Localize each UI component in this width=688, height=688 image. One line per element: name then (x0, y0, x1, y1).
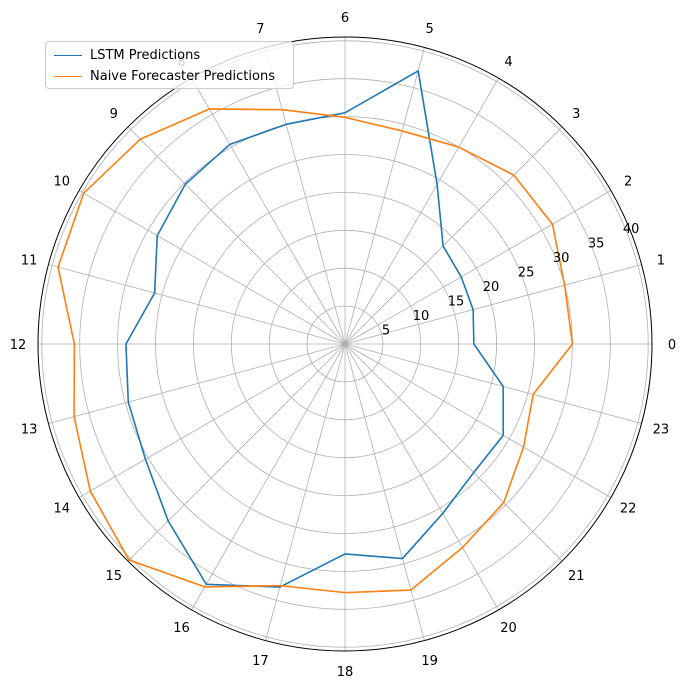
legend: LSTM Predictions Naive Forecaster Predic… (45, 41, 294, 89)
r-tick-label: 35 (588, 236, 605, 251)
r-tick-label: 5 (382, 324, 390, 339)
theta-grid-line (191, 77, 346, 345)
theta-grid-line (344, 264, 642, 345)
theta-tick-label: 3 (572, 107, 580, 122)
theta-grid-line (48, 264, 346, 345)
theta-tick-label: 21 (568, 569, 585, 584)
theta-grid-line (344, 190, 612, 345)
theta-tick-label: 15 (106, 569, 123, 584)
tick-layer: 0123456789101112131415161718192021222351… (10, 11, 676, 680)
theta-grid-line (344, 343, 642, 424)
theta-tick-label: 7 (256, 22, 264, 37)
theta-tick-label: 9 (110, 107, 118, 122)
theta-grid-line (344, 343, 612, 498)
legend-item-naive: Naive Forecaster Predictions (54, 66, 275, 86)
r-tick-label: 10 (413, 309, 430, 324)
legend-item-lstm: LSTM Predictions (54, 45, 200, 65)
r-tick-label: 15 (448, 294, 465, 309)
theta-tick-label: 5 (425, 22, 433, 37)
theta-grid-line (344, 343, 563, 562)
theta-grid-line (344, 343, 499, 611)
series-line-lstm (125, 70, 505, 588)
theta-tick-label: 1 (657, 253, 665, 268)
r-tick-label: 25 (518, 265, 535, 280)
theta-grid-line (344, 126, 563, 345)
theta-grid-line (265, 343, 346, 641)
r-tick-label: 40 (623, 222, 640, 237)
theta-grid-line (127, 126, 346, 345)
theta-grid-line (127, 343, 346, 562)
theta-tick-label: 12 (10, 338, 27, 353)
theta-tick-label: 2 (624, 175, 632, 190)
legend-swatch-lstm (54, 54, 82, 56)
theta-grid-line (191, 343, 346, 611)
theta-tick-label: 4 (504, 55, 512, 70)
theta-tick-label: 17 (252, 654, 269, 669)
r-tick-label: 20 (483, 280, 500, 295)
theta-tick-label: 22 (620, 502, 637, 517)
theta-tick-label: 23 (653, 423, 670, 438)
theta-grid-line (78, 190, 346, 345)
r-tick-label: 30 (553, 251, 570, 266)
legend-label-lstm: LSTM Predictions (90, 47, 201, 63)
theta-tick-label: 6 (341, 11, 349, 26)
theta-tick-label: 20 (500, 621, 517, 636)
theta-tick-label: 18 (337, 665, 354, 680)
theta-tick-label: 10 (54, 175, 71, 190)
theta-tick-label: 19 (421, 654, 438, 669)
theta-tick-label: 13 (21, 423, 38, 438)
theta-tick-label: 16 (173, 621, 190, 636)
theta-tick-label: 14 (54, 502, 71, 517)
grid-layer (37, 36, 653, 652)
theta-tick-label: 0 (668, 338, 676, 353)
polar-frame (37, 36, 653, 652)
theta-tick-label: 11 (21, 253, 38, 268)
theta-grid-line (344, 77, 499, 345)
theta-grid-line (48, 343, 346, 424)
theta-grid-line (265, 47, 346, 345)
legend-swatch-naive (54, 75, 82, 77)
theta-grid-line (78, 343, 346, 498)
theta-grid-line (344, 47, 425, 345)
series-layer (57, 70, 574, 594)
theta-grid-line (344, 343, 425, 641)
legend-label-naive: Naive Forecaster Predictions (90, 68, 275, 84)
